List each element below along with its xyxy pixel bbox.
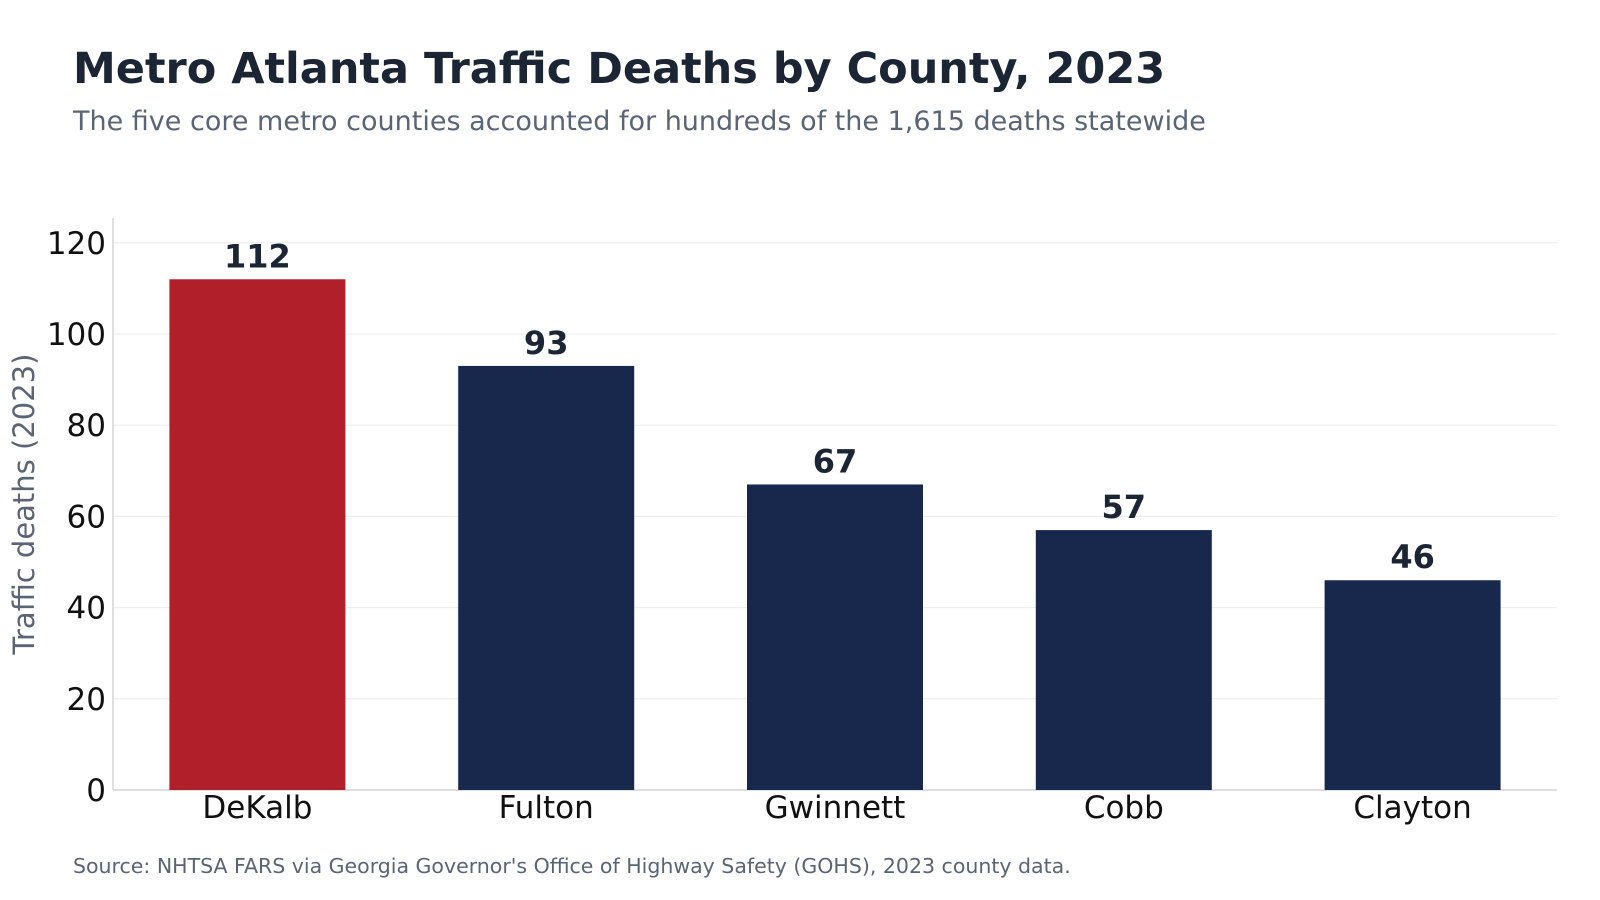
bar-dekalb <box>169 279 346 790</box>
chart-title: Metro Atlanta Traffic Deaths by County, … <box>73 44 1166 94</box>
data-label: 57 <box>1102 488 1147 526</box>
bar-gwinnett <box>747 484 923 790</box>
data-labels: 112 93 67 57 46 <box>224 237 1435 576</box>
x-tick-label: Clayton <box>1353 790 1471 826</box>
x-tick-label: DeKalb <box>202 790 312 826</box>
x-tick-label: Fulton <box>499 790 594 826</box>
axes: 0 20 40 60 80 100 120 DeKalb Fulton Gwinnett Cobb C… <box>47 218 1557 826</box>
y-tick-label: 120 <box>47 226 106 262</box>
data-label: 46 <box>1390 538 1435 576</box>
data-label: 112 <box>224 237 291 275</box>
bar-fulton <box>458 365 635 790</box>
y-tick-label: 100 <box>47 317 106 353</box>
y-tick-label: 40 <box>67 591 106 627</box>
x-tick-label: Cobb <box>1084 790 1164 826</box>
x-tick-label: Gwinnett <box>765 790 906 826</box>
data-label: 93 <box>524 324 569 362</box>
bar-clayton <box>1324 580 1501 790</box>
y-tick-label: 20 <box>67 682 106 718</box>
data-label: 67 <box>813 442 858 480</box>
source-note: Source: NHTSA FARS via Georgia Governor'… <box>73 854 1071 878</box>
y-axis-label: Traffic deaths (2023) <box>7 354 41 656</box>
y-tick-label: 0 <box>86 773 106 809</box>
chart-subtitle: The five core metro counties accounted f… <box>73 106 1206 137</box>
y-tick-label: 60 <box>67 499 106 535</box>
bars <box>169 279 1501 790</box>
bar-cobb <box>1035 530 1212 790</box>
y-tick-label: 80 <box>67 408 106 444</box>
